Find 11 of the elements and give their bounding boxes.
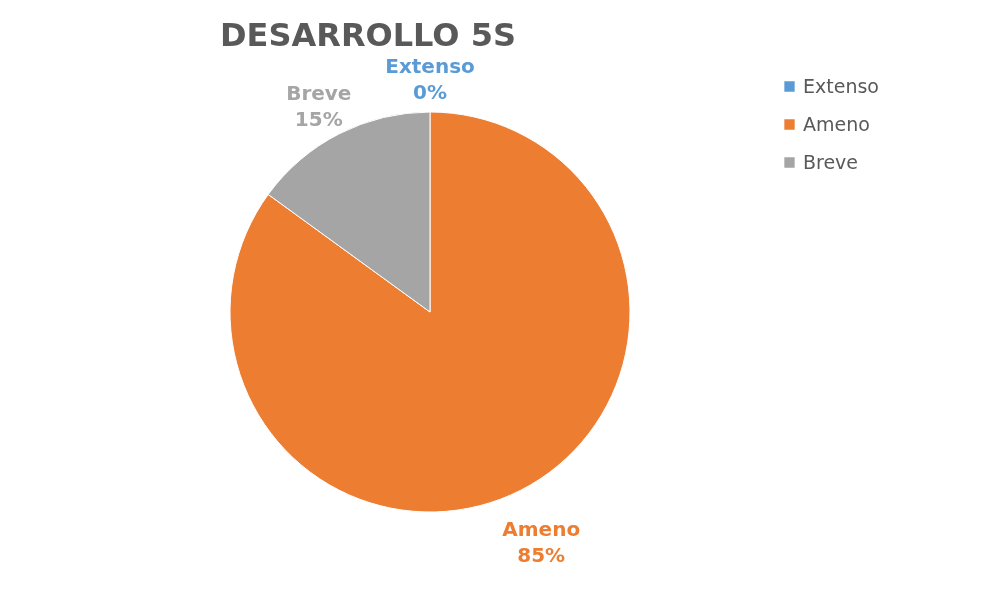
legend-label: Ameno [803,112,870,135]
pie-slice [229,111,631,513]
chart-title: DESARROLLO 5S [220,16,517,54]
text: 0% [413,80,447,104]
data-label: 15% [294,106,343,131]
category-label: Extenso [385,54,475,78]
slice-label: Breve [286,80,352,105]
slice-label: Ameno [502,517,581,542]
legend-label: Breve [803,150,859,173]
data-label: 85% [517,543,566,568]
legend-label: Extenso [803,74,879,97]
